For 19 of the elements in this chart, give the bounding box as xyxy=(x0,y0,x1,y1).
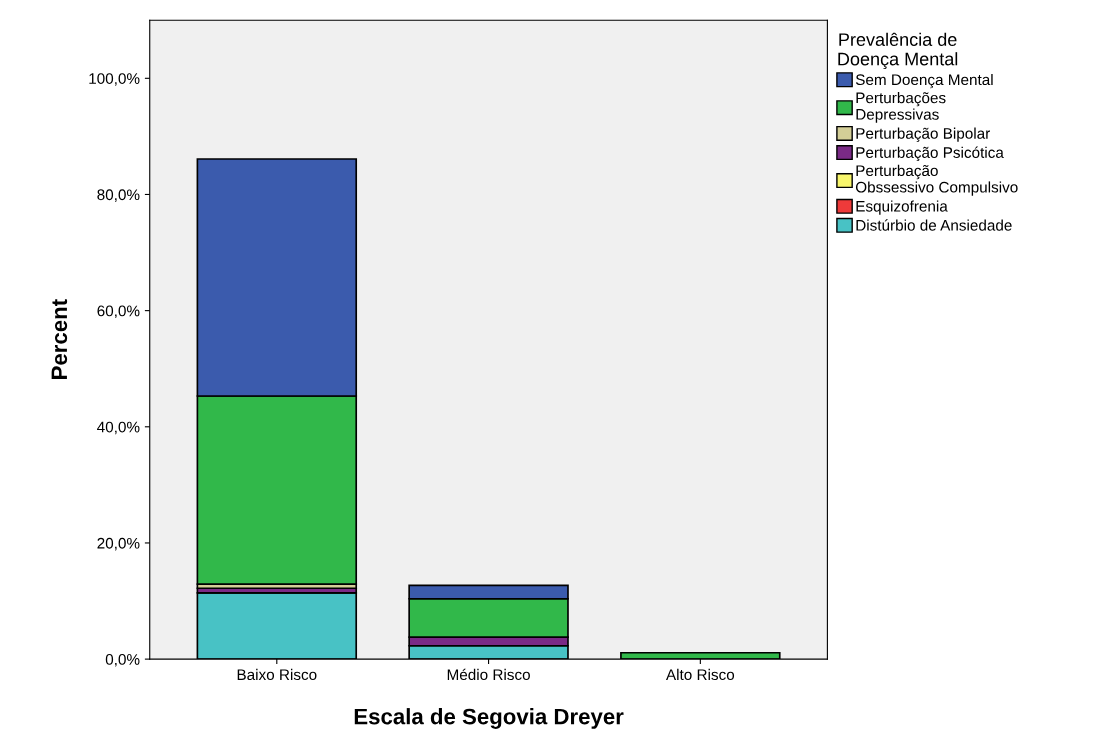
y-axis-title: Percent xyxy=(51,299,68,379)
x-tick-label: Baixo Risco xyxy=(237,668,317,681)
legend-label: Sem Doença Mental xyxy=(855,73,993,89)
x-tick-label: Médio Risco xyxy=(447,668,530,681)
legend-label: Perturbação Psicótica xyxy=(856,146,1004,162)
legend-label: Perturbação Bipolar xyxy=(856,127,991,142)
y-tick-label: 40,0% xyxy=(97,421,140,435)
y-tick-label: 20,0% xyxy=(97,537,140,551)
y-tick-label: 0,0% xyxy=(105,653,140,667)
x-tick-label: Alto Risco xyxy=(665,668,735,681)
legend-label: Esquizofrenia xyxy=(856,200,948,215)
legend-title: Prevalência de Doença Mental xyxy=(838,32,958,70)
y-tick-label: 100,0% xyxy=(89,73,140,86)
legend-label: Perturbações Depressivas xyxy=(856,92,946,123)
x-axis-title: Escala de Segovia Dreyer xyxy=(354,708,624,729)
y-tick-label: 60,0% xyxy=(97,305,140,319)
y-tick-label: 80,0% xyxy=(97,189,140,202)
legend-label: Perturbação Obssessivo Compulsivo xyxy=(855,164,1018,196)
legend-label: Distúrbio de Ansiedade xyxy=(856,219,1012,231)
